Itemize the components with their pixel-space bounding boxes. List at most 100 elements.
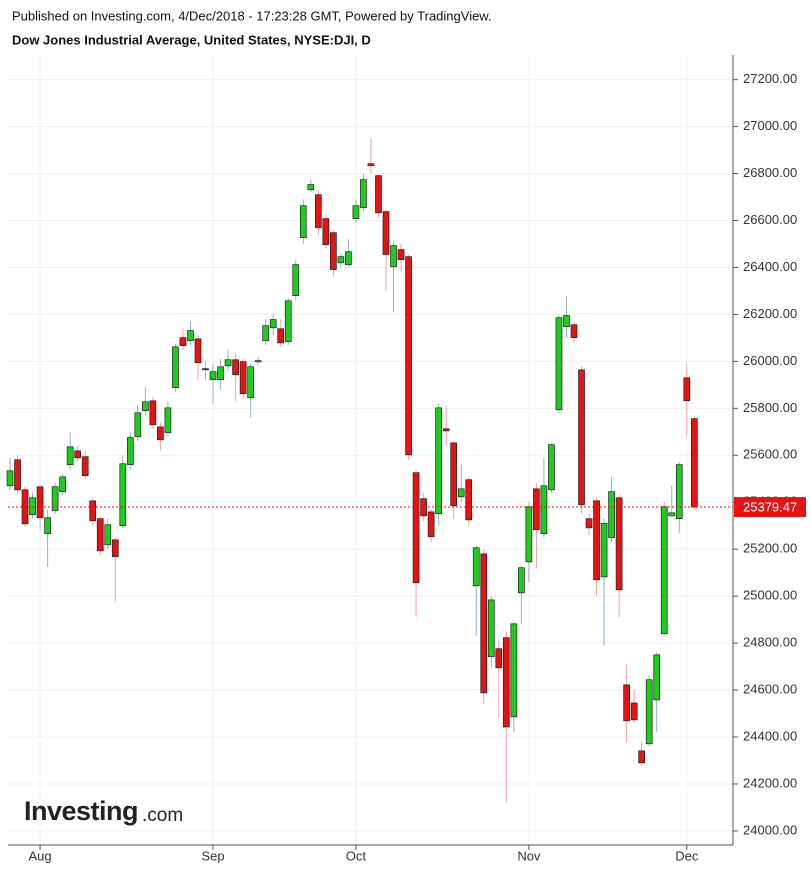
y-tick-label: 25000.00 — [743, 588, 797, 603]
candle-body — [465, 479, 473, 521]
candle-body — [533, 488, 540, 531]
candle-body — [645, 679, 653, 745]
candle-body — [194, 338, 202, 364]
plot-area: 24000.00 24200.00 24400.00 24600.00 24800.00… — [6, 55, 806, 863]
candle-body — [382, 211, 390, 255]
candle-body — [630, 702, 638, 721]
candle-body — [126, 437, 134, 466]
candle-body — [307, 184, 315, 191]
candle-body — [74, 450, 82, 459]
candle-body — [427, 511, 435, 538]
candle-body — [675, 464, 683, 520]
candle-body — [284, 300, 292, 343]
y-tick-label: 24400.00 — [743, 728, 797, 743]
candle-body — [487, 599, 495, 658]
y-tick-label: 26600.00 — [743, 212, 797, 227]
candle-body — [239, 361, 247, 395]
x-tick-label: Nov — [517, 848, 541, 863]
candle-body — [157, 426, 164, 441]
candle-body — [623, 684, 630, 722]
candle-body — [81, 456, 89, 477]
candle-body — [518, 567, 525, 594]
candle-body — [608, 491, 615, 539]
y-tick-label: 24000.00 — [743, 822, 797, 837]
candle-body — [397, 249, 405, 261]
candle-body — [262, 325, 270, 342]
candle-body — [660, 506, 668, 635]
candle-body — [36, 486, 44, 519]
candle-body — [277, 328, 285, 344]
candle-body — [322, 218, 330, 246]
candle-body — [179, 337, 187, 346]
x-tick-label: Dec — [675, 848, 699, 863]
watermark-brand: Investing — [24, 796, 138, 826]
candle-body — [149, 400, 157, 426]
candle-body — [585, 518, 593, 529]
candle-body — [375, 175, 382, 214]
candle-body — [540, 485, 548, 535]
x-tick-label: Sep — [201, 848, 224, 863]
candle-body — [442, 428, 450, 432]
y-tick-label: 25800.00 — [743, 400, 797, 415]
y-tick-label: 24200.00 — [743, 775, 797, 790]
watermark-suffix: .com — [142, 805, 183, 826]
price-label-box — [734, 497, 806, 518]
candle-body — [525, 506, 533, 563]
y-tick-label: 27000.00 — [743, 118, 797, 133]
candle-body — [6, 470, 14, 487]
y-tick-label: 24600.00 — [743, 681, 797, 696]
candle-body — [563, 315, 570, 327]
y-tick-label: 26200.00 — [743, 306, 797, 321]
candle-body — [600, 523, 608, 578]
candle-body — [502, 637, 510, 728]
x-tick-label: Oct — [346, 848, 367, 863]
candle-body — [472, 547, 480, 587]
candle-body — [367, 163, 375, 166]
candle-body — [202, 368, 209, 371]
y-tick-label: 26800.00 — [743, 165, 797, 180]
candle-body — [360, 179, 367, 208]
candle-body — [570, 324, 578, 339]
candle-body — [217, 366, 224, 381]
candle-body — [330, 232, 337, 270]
candle-body — [390, 245, 397, 268]
y-tick-label: 24800.00 — [743, 635, 797, 650]
candle-body — [96, 518, 104, 552]
candle-body — [555, 317, 563, 411]
candle-body — [593, 500, 600, 581]
candle-body — [510, 623, 518, 718]
candle-body — [59, 476, 66, 493]
candle-body — [690, 418, 698, 508]
y-tick-label: 26000.00 — [743, 353, 797, 368]
candle-body — [14, 459, 21, 491]
candle-body — [457, 488, 465, 498]
candle-body — [480, 553, 488, 694]
y-tick-label: 25600.00 — [743, 447, 797, 462]
candle-body — [104, 524, 112, 546]
candle-body — [314, 194, 322, 228]
candle-body — [548, 444, 555, 491]
candle-body — [111, 539, 119, 558]
candle-body — [578, 369, 585, 506]
candle-body — [405, 256, 412, 456]
candle-body — [337, 256, 345, 264]
candle-body — [668, 512, 676, 517]
candle-body — [269, 319, 277, 329]
candle-body — [247, 366, 254, 399]
candle-body — [172, 346, 179, 389]
candle-body — [638, 750, 646, 764]
y-tick-label: 25200.00 — [743, 541, 797, 556]
y-tick-label: 27200.00 — [743, 71, 797, 86]
candle-body — [254, 360, 262, 363]
candle-body — [232, 359, 239, 376]
candle-body — [134, 412, 142, 438]
candle-body — [29, 497, 36, 516]
candle-body — [435, 407, 442, 515]
candle-body — [209, 371, 217, 381]
chart-title: Dow Jones Industrial Average, United Sta… — [12, 32, 371, 47]
candle-body — [352, 205, 360, 219]
candle-body — [51, 486, 59, 512]
candle-body — [89, 500, 97, 522]
candle-body — [450, 442, 458, 507]
